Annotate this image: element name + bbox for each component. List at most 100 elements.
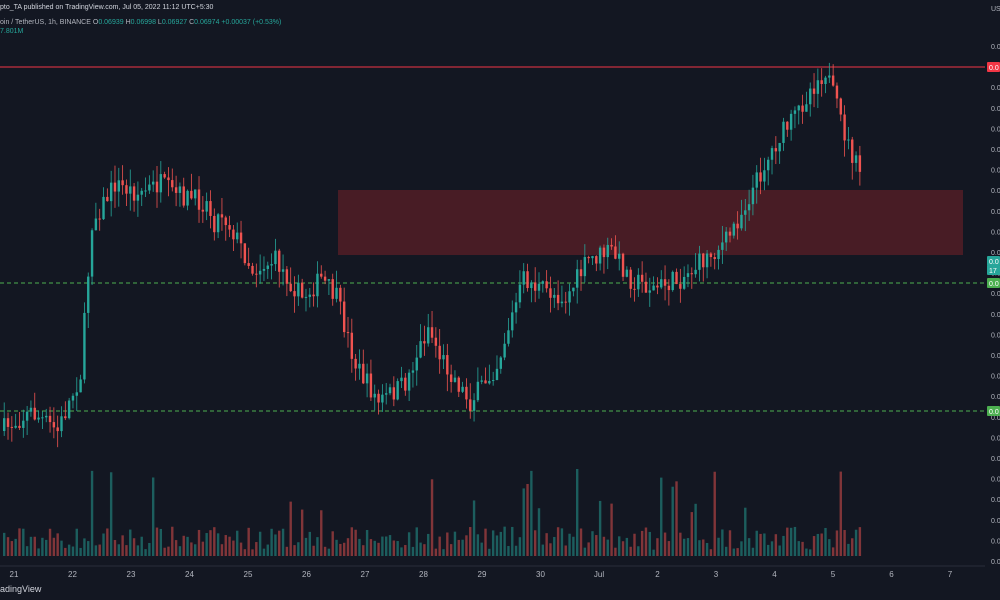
candle (625, 266, 629, 278)
candle (747, 189, 751, 221)
time-tick-label: 22 (68, 570, 77, 579)
tradingview-brand: adingView (0, 584, 42, 594)
candle (342, 287, 346, 338)
candle (33, 392, 36, 421)
volume-bar (312, 545, 315, 556)
candle (106, 188, 109, 202)
candle-body (686, 273, 690, 277)
candle-body (6, 418, 10, 427)
candle-body (702, 253, 705, 268)
volume-bar (816, 533, 820, 556)
volume-bar (572, 536, 575, 556)
candle (41, 411, 44, 429)
candle (507, 317, 510, 347)
candle-body (90, 230, 94, 277)
candle-body (831, 75, 835, 86)
volume-bar (132, 538, 136, 556)
candle (449, 364, 453, 393)
candle (3, 402, 6, 436)
volume-bar (442, 549, 445, 556)
candle-body (587, 257, 590, 259)
volume-bar (6, 537, 10, 556)
candle-body (18, 425, 21, 428)
candle-body (113, 182, 117, 192)
volume-bar (117, 544, 120, 556)
candle (728, 227, 732, 243)
candle-body (236, 232, 239, 240)
candle-body (663, 279, 667, 286)
volume-bar (809, 549, 812, 556)
volume-bar (167, 546, 170, 556)
volume-bar (598, 500, 602, 556)
volume-bar (690, 512, 693, 556)
candle-body (507, 330, 510, 344)
candle (511, 300, 514, 338)
candle-body (109, 182, 113, 202)
candle-body (239, 232, 243, 244)
candle-body (763, 170, 766, 182)
candle-body (247, 263, 250, 266)
ohlc-close: 0.06974 (194, 19, 220, 26)
candle (583, 244, 587, 283)
volume-bar (576, 468, 579, 556)
candle-body (300, 282, 304, 298)
volume-bar (33, 536, 36, 556)
candle (782, 117, 785, 151)
candle (369, 359, 373, 402)
candle-body (652, 285, 655, 291)
candle (350, 318, 354, 373)
candle-body (396, 381, 399, 400)
candle-body (637, 274, 640, 290)
volume-bar (732, 548, 736, 556)
candle-body (572, 287, 575, 292)
volume-bar (621, 541, 625, 556)
candle (495, 355, 499, 381)
symbol-label: oin / TetherUS, 1h, BINANCE (0, 19, 91, 26)
time-tick-label: 27 (361, 570, 370, 579)
candle-body (537, 283, 541, 291)
candle-body (320, 273, 323, 277)
candle (690, 267, 693, 289)
volume-bar (255, 542, 258, 556)
volume-bar (530, 470, 533, 556)
candle-body (155, 181, 159, 193)
candle-body (388, 387, 392, 394)
candle (751, 174, 755, 216)
candle-body (98, 218, 101, 220)
candle-body (629, 269, 632, 289)
ohlc-high-label: H (125, 19, 131, 26)
candle-body (545, 281, 548, 289)
volume-bar (702, 539, 705, 556)
volume-bar (113, 540, 117, 556)
candle-body (449, 374, 453, 382)
candle-body (243, 243, 247, 264)
candle (679, 268, 682, 303)
time-tick-label: 29 (478, 570, 487, 579)
volume-bar (281, 528, 285, 556)
candle-body (774, 148, 778, 152)
candle (239, 220, 243, 259)
candle (476, 367, 480, 403)
candle-body (87, 276, 90, 313)
candle (778, 142, 781, 164)
candle-body (767, 159, 770, 171)
candle-body (159, 174, 163, 193)
volume-bar (121, 535, 124, 556)
candle (446, 343, 449, 392)
candle (465, 378, 468, 409)
volume-bar (648, 531, 651, 556)
candle-body (346, 332, 350, 334)
candle-body (182, 186, 185, 206)
volume-bar (839, 471, 842, 556)
candle-body (423, 341, 426, 344)
candle (358, 349, 361, 380)
candle (491, 371, 495, 386)
candle (717, 245, 720, 270)
volume-bar (507, 546, 510, 556)
volume-bar (835, 530, 839, 556)
candle (579, 259, 583, 291)
price-tag-label: 0.0 (989, 409, 999, 416)
candle (549, 276, 552, 313)
candle-body (675, 271, 678, 285)
